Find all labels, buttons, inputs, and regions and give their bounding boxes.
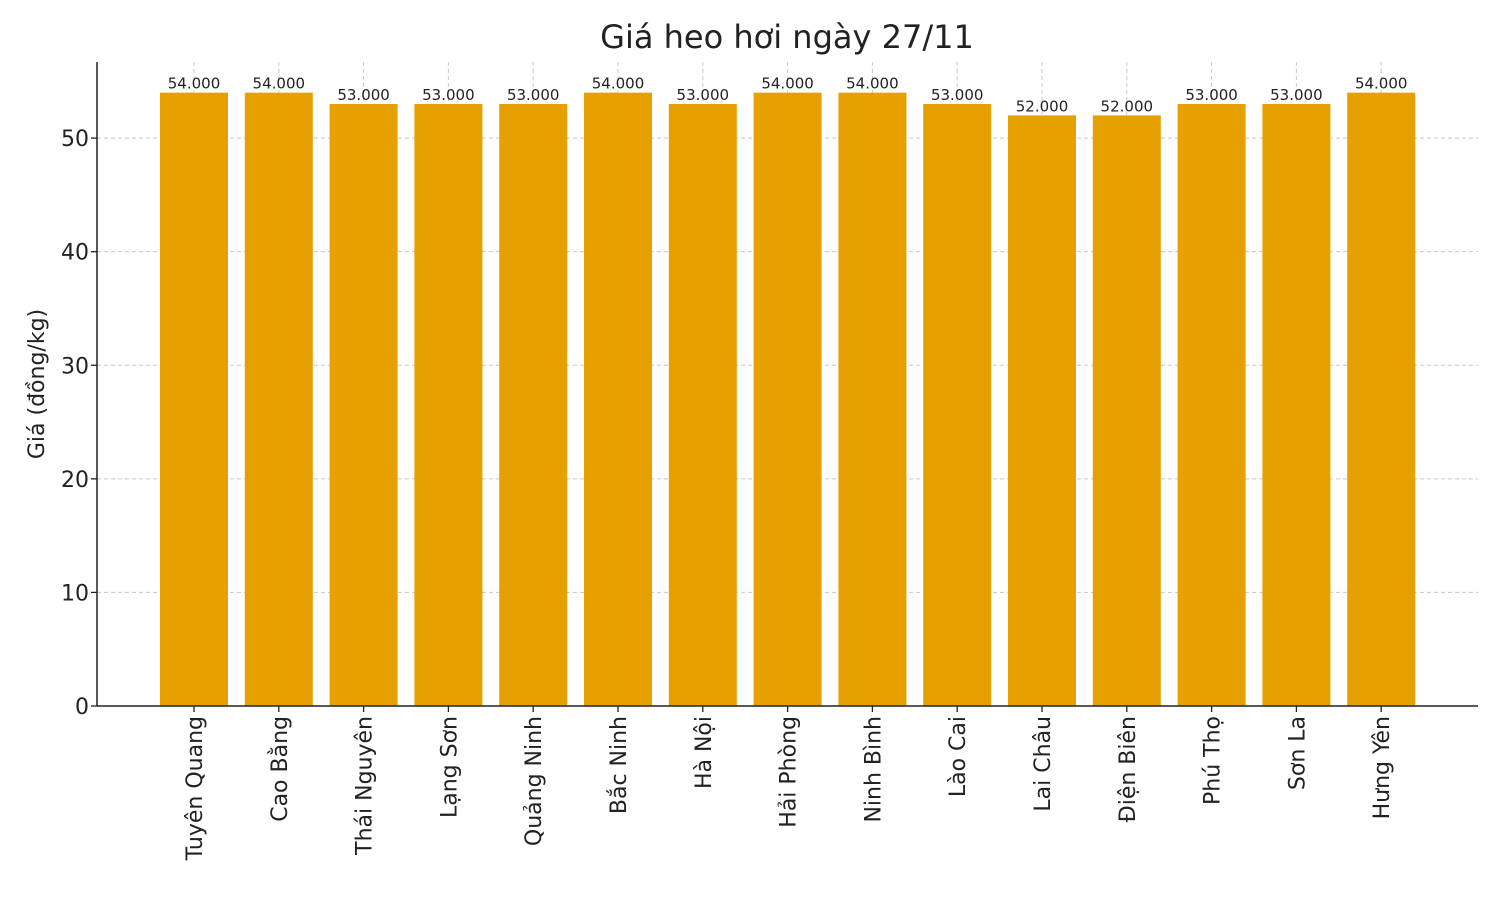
x-tick-label: Điện Biên <box>1116 716 1141 822</box>
data-label: 53.000 <box>677 86 730 104</box>
x-tick-label: Hưng Yên <box>1370 716 1395 819</box>
bar-hải-phòng <box>753 92 822 706</box>
bar-ninh-bình <box>838 92 907 706</box>
bar-cao-bằng <box>244 92 313 706</box>
data-label: 54.000 <box>1355 75 1408 93</box>
y-tick-label: 30 <box>61 354 89 379</box>
x-tick-label: Ninh Bình <box>861 716 886 823</box>
x-tick-label: Tuyên Quang <box>183 716 208 861</box>
y-tick-label: 50 <box>61 127 89 152</box>
data-label: 54.000 <box>761 75 814 93</box>
chart-title: Giá heo hơi ngày 27/11 <box>600 18 974 56</box>
bar-sơn-la <box>1262 104 1331 707</box>
y-tick-label: 0 <box>75 695 89 720</box>
data-label: 54.000 <box>592 75 645 93</box>
y-axis-label: Giá (đồng/kg) <box>25 309 50 459</box>
data-label: 52.000 <box>1101 97 1154 115</box>
data-label: 53.000 <box>1270 86 1323 104</box>
x-tick-label: Sơn La <box>1285 716 1310 790</box>
bar-hưng-yên <box>1347 92 1416 706</box>
bar-quảng-ninh <box>499 104 568 707</box>
bar-lào-cai <box>923 104 992 707</box>
data-label: 53.000 <box>507 86 560 104</box>
y-tick-label: 20 <box>61 468 89 493</box>
data-label: 52.000 <box>1016 97 1069 115</box>
data-label: 53.000 <box>931 86 984 104</box>
bar-lạng-sơn <box>414 104 483 707</box>
data-label: 53.000 <box>1185 86 1238 104</box>
data-label: 54.000 <box>168 75 221 93</box>
bar-hà-nội <box>668 104 737 707</box>
y-tick-label: 40 <box>61 241 89 266</box>
x-tick-label: Cao Bằng <box>268 716 293 822</box>
x-tick-label: Hà Nội <box>692 716 717 789</box>
bar-lai-châu <box>1008 115 1076 707</box>
x-tick-label: Hải Phòng <box>777 716 802 828</box>
data-label: 53.000 <box>422 86 475 104</box>
data-label: 54.000 <box>253 75 306 93</box>
data-label: 54.000 <box>846 75 899 93</box>
x-tick-label: Lào Cai <box>946 716 971 797</box>
bar-thái-nguyên <box>329 104 398 707</box>
bar-bắc-ninh <box>584 92 652 706</box>
y-tick-label: 10 <box>61 581 89 606</box>
bar-tuyên-quang <box>160 92 228 706</box>
bar-phú-thọ <box>1177 104 1246 707</box>
x-tick-label: Bắc Ninh <box>607 716 632 814</box>
x-tick-label: Lạng Sơn <box>437 716 462 818</box>
x-tick-label: Phú Thọ <box>1201 716 1226 805</box>
bar-điện-biên <box>1092 115 1161 707</box>
data-label: 53.000 <box>337 86 390 104</box>
x-tick-label: Quảng Ninh <box>522 716 547 846</box>
x-tick-label: Thái Nguyên <box>353 716 378 856</box>
x-tick-label: Lai Châu <box>1031 716 1056 812</box>
